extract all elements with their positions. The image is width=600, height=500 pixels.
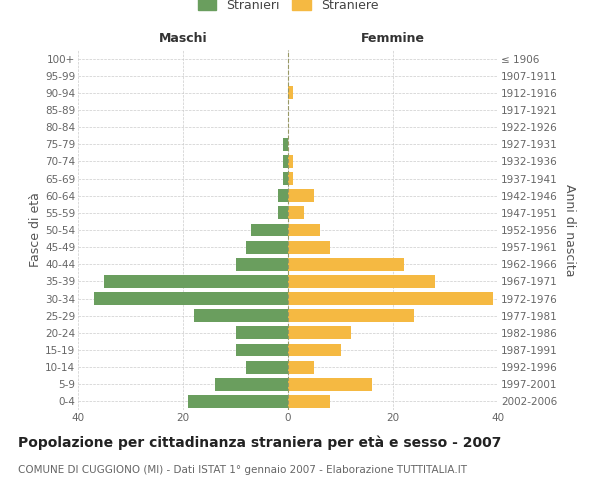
Text: COMUNE DI CUGGIONO (MI) - Dati ISTAT 1° gennaio 2007 - Elaborazione TUTTITALIA.I: COMUNE DI CUGGIONO (MI) - Dati ISTAT 1° …	[18, 465, 467, 475]
Bar	[246, 360, 288, 374]
Bar	[277, 206, 288, 220]
Bar	[235, 258, 288, 270]
Bar	[246, 240, 288, 254]
Bar	[288, 292, 493, 305]
Bar	[235, 326, 288, 340]
Bar	[215, 378, 288, 390]
Bar	[104, 275, 288, 288]
Bar	[94, 292, 288, 305]
Y-axis label: Fasce di età: Fasce di età	[29, 192, 42, 268]
Bar	[288, 344, 341, 356]
Bar	[283, 172, 288, 185]
Bar	[288, 224, 320, 236]
Bar	[288, 190, 314, 202]
Y-axis label: Anni di nascita: Anni di nascita	[563, 184, 576, 276]
Bar	[288, 326, 351, 340]
Bar	[235, 344, 288, 356]
Bar	[288, 155, 293, 168]
Bar	[288, 310, 414, 322]
Text: Maschi: Maschi	[158, 32, 208, 45]
Text: Popolazione per cittadinanza straniera per età e sesso - 2007: Popolazione per cittadinanza straniera p…	[18, 435, 502, 450]
Bar	[277, 190, 288, 202]
Bar	[288, 258, 404, 270]
Legend: Stranieri, Straniere: Stranieri, Straniere	[197, 0, 379, 12]
Bar	[188, 395, 288, 408]
Bar	[251, 224, 288, 236]
Bar	[288, 86, 293, 100]
Bar	[288, 360, 314, 374]
Text: Femmine: Femmine	[361, 32, 425, 45]
Bar	[288, 395, 330, 408]
Bar	[283, 155, 288, 168]
Bar	[288, 275, 435, 288]
Bar	[288, 172, 293, 185]
Bar	[193, 310, 288, 322]
Bar	[283, 138, 288, 150]
Bar	[288, 206, 304, 220]
Bar	[288, 378, 372, 390]
Bar	[288, 240, 330, 254]
